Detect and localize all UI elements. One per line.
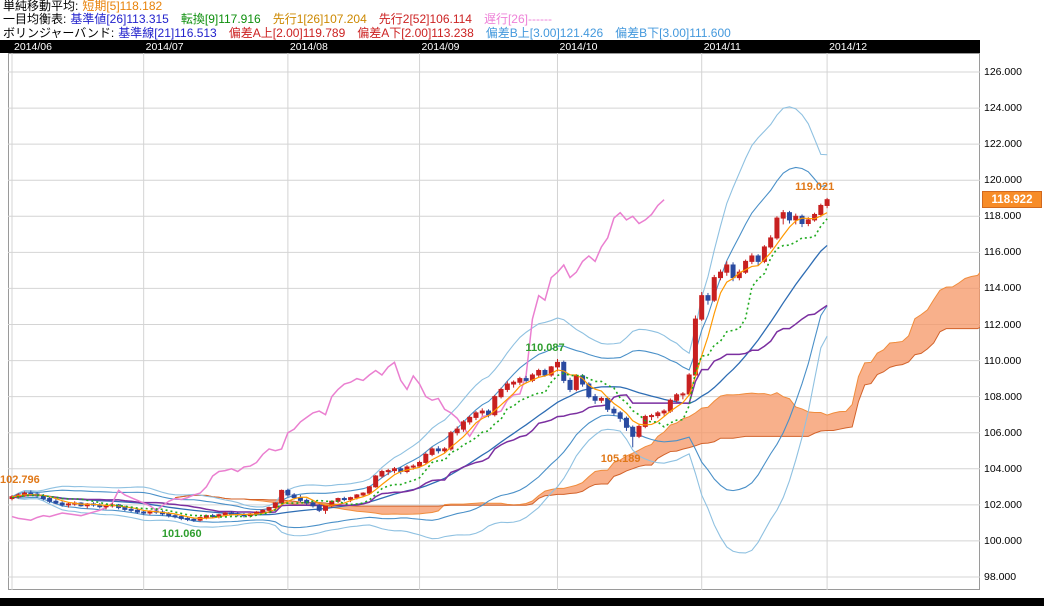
y-axis-label: 126.000 (984, 66, 1022, 78)
y-axis-label: 114.000 (984, 282, 1022, 295)
y-axis-label: 102.000 (984, 498, 1022, 511)
price-annotation: 105.189 (600, 453, 641, 466)
legend-bollinger-row: ボリンジャーバンド: 基準線[21]116.513 偏差A上[2.00]119.78… (3, 25, 1044, 40)
candlestick-chart[interactable] (8, 53, 980, 590)
current-price-tag: 118.922 (982, 190, 1042, 208)
legend-item: 転換[9]117.916 (180, 12, 261, 27)
legend-item: 遅行[26]------ (483, 12, 552, 27)
legend-item: 基準値[26]113.315 (70, 12, 169, 27)
bottom-bar (0, 598, 1044, 606)
x-axis: 2014/06 2014/07 2014/08 2014/09 2014/10 2014/… (0, 40, 980, 53)
price-annotation: 101.060 (161, 527, 202, 540)
x-axis-label: 2014/06 (14, 41, 52, 53)
y-axis-label: 122.000 (984, 138, 1022, 151)
x-axis-label: 2014/08 (289, 41, 328, 53)
legend-item: 偏差A上[2.00]119.789 (228, 25, 346, 40)
legend-ichimoku-label: 一目均衡表: (3, 12, 67, 27)
legend-item: 基準線[21]116.513 (118, 25, 217, 40)
legend-item: 先行2[52]106.114 (378, 12, 472, 27)
y-axis-label: 110.000 (984, 354, 1022, 367)
legend-item: 偏差B上[3.00]121.426 (485, 25, 604, 40)
price-annotation: 102.796 (0, 473, 40, 486)
legend-item: 短期[5]118.182 (82, 0, 163, 13)
y-axis-label: 120.000 (984, 174, 1022, 187)
price-annotation: 119.021 (795, 180, 835, 193)
x-axis-label: 2014/10 (559, 41, 598, 53)
y-axis-label: 118.000 (984, 210, 1022, 223)
y-axis-label: 116.000 (984, 246, 1022, 259)
legend-item: 先行1[26]107.204 (272, 12, 367, 27)
y-axis-label: 106.000 (984, 426, 1022, 439)
y-axis-label: 98.000 (984, 571, 1017, 583)
x-axis-label: 2014/11 (703, 41, 741, 53)
legend-ichimoku-row: 一目均衡表: 基準値[26]113.315 転換[9]117.916 先行1[26]1… (3, 13, 1044, 26)
y-axis-label: 100.000 (984, 534, 1022, 547)
x-axis-label: 2014/12 (829, 41, 868, 53)
y-axis-label: 108.000 (984, 390, 1022, 403)
legend-sma-row: 単純移動平均: 短期[5]118.182 (3, 0, 1044, 13)
current-price-value: 118.922 (991, 193, 1033, 206)
legend-item: 偏差A下[2.00]113.238 (357, 25, 474, 40)
legend-item: 偏差B下[3.00]111.600 (615, 25, 731, 40)
y-axis-label: 124.000 (984, 102, 1022, 115)
price-annotation: 110.087 (525, 342, 565, 354)
legend-bollinger-label: ボリンジャーバンド: (3, 25, 115, 40)
y-axis-label: 104.000 (984, 462, 1022, 475)
legend-sma-label: 単純移動平均: (3, 0, 79, 13)
y-axis-label: 112.000 (984, 318, 1022, 331)
indicator-legend: 単純移動平均: 短期[5]118.182 一目均衡表: 基準値[26]113.315… (3, 0, 1044, 40)
x-axis-label: 2014/07 (145, 41, 184, 53)
x-axis-label: 2014/09 (421, 41, 460, 53)
